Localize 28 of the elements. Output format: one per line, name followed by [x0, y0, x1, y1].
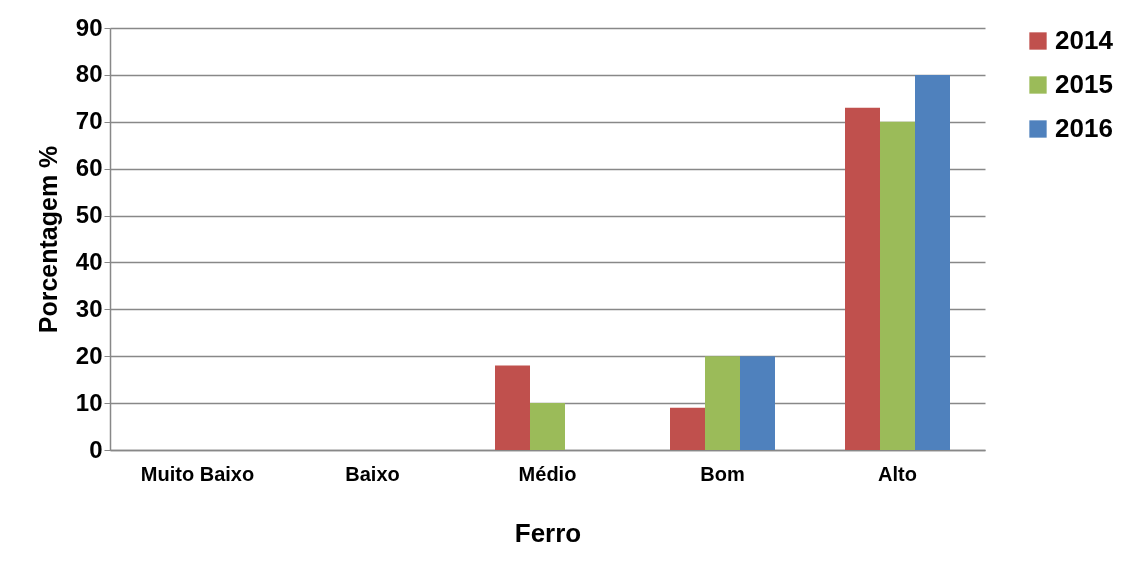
x-tick-label: Muito Baixo	[140, 462, 255, 485]
bar	[915, 74, 950, 450]
bar	[670, 407, 705, 450]
bar	[845, 107, 880, 450]
y-tick-label: 10	[75, 388, 103, 416]
y-tick-label: 50	[75, 201, 103, 229]
y-tick-label: 80	[75, 60, 103, 88]
bar	[740, 356, 775, 450]
x-tick-label: Bom	[700, 462, 745, 485]
y-tick-label: 90	[75, 13, 103, 41]
bar	[530, 403, 565, 450]
y-tick-label: 70	[75, 107, 103, 135]
y-tick-label: 0	[89, 435, 103, 463]
x-tick-label: Alto	[878, 462, 917, 485]
x-tick-label: Baixo	[345, 462, 400, 485]
y-tick-label: 30	[75, 294, 103, 322]
x-axis-title: Ferro	[514, 517, 582, 548]
legend-label: 2016	[1055, 113, 1113, 143]
y-tick-label: 60	[75, 154, 103, 182]
bar	[495, 365, 530, 450]
bar	[705, 356, 740, 450]
legend-label: 2015	[1055, 69, 1113, 99]
bar	[880, 121, 915, 450]
y-axis-title: Porcentagem %	[33, 145, 62, 334]
x-tick-label: Médio	[518, 462, 577, 485]
legend-label: 2014	[1055, 25, 1114, 55]
y-tick-label: 40	[75, 247, 103, 275]
y-tick-label: 20	[75, 341, 103, 369]
